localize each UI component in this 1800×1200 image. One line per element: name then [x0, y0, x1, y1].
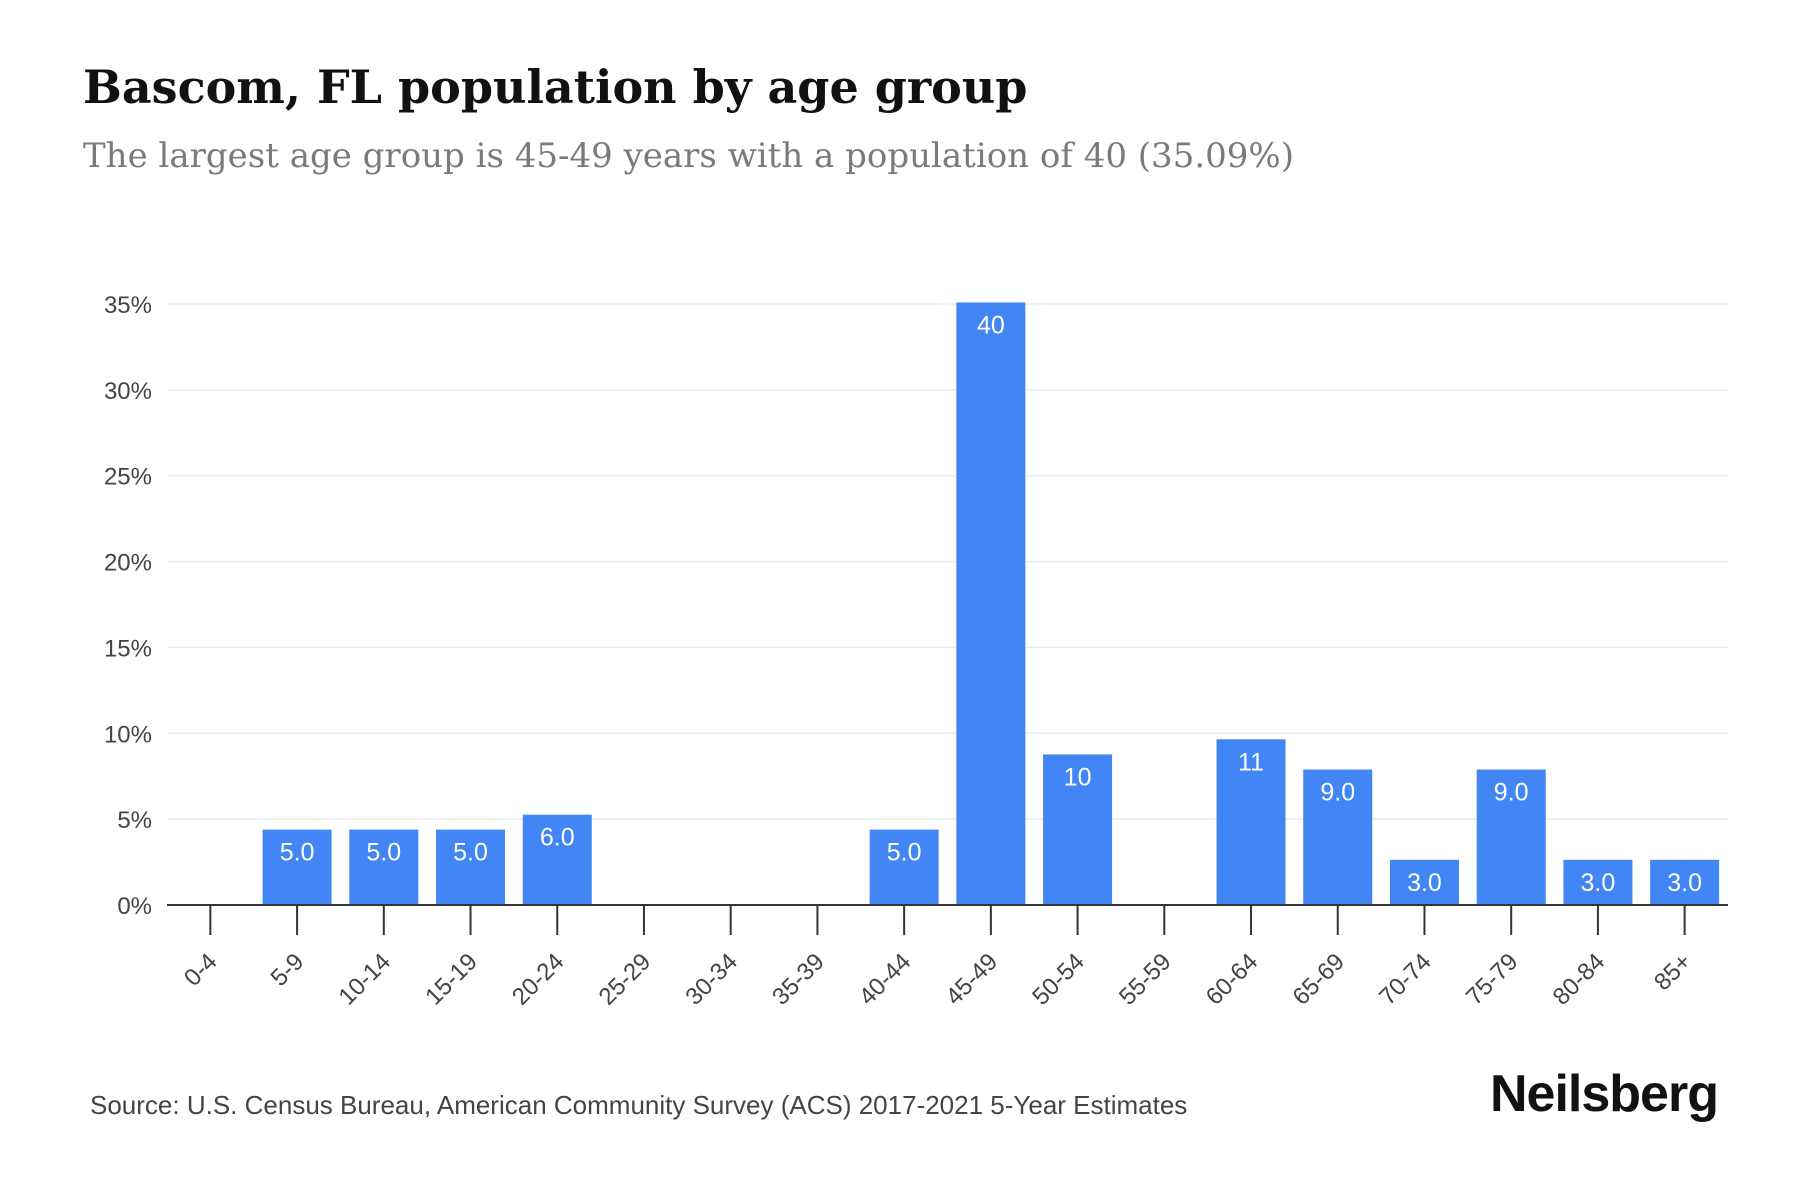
bar-65-69 — [1303, 769, 1373, 905]
y-tick-label: 5% — [117, 807, 152, 834]
y-tick-label: 35% — [104, 292, 152, 319]
source-note: Source: U.S. Census Bureau, American Com… — [90, 1090, 1188, 1120]
x-tick-label: 5-9 — [266, 948, 310, 992]
x-tick-label: 25-29 — [594, 948, 657, 1011]
x-tick-label: 50-54 — [1027, 948, 1090, 1011]
bar-value-label: 9.0 — [1494, 779, 1529, 807]
chart-title: Bascom, FL population by age group — [83, 60, 1028, 114]
bar-70-74 — [1389, 859, 1459, 905]
x-tick-label: 55-59 — [1114, 948, 1177, 1011]
bar-15-19 — [436, 829, 506, 905]
bar-60-64 — [1216, 739, 1286, 905]
bar-40-44 — [869, 829, 939, 905]
y-tick-label: 20% — [104, 550, 152, 577]
bar-value-label: 3.0 — [1581, 869, 1616, 897]
bar-value-label: 11 — [1238, 748, 1264, 776]
bar-value-label: 5.0 — [887, 839, 922, 867]
bar-85+ — [1650, 859, 1720, 905]
bar-value-label: 6.0 — [540, 824, 575, 852]
bar-value-label: 9.0 — [1320, 779, 1355, 807]
bar-value-label: 5.0 — [280, 839, 315, 867]
bar-75-79 — [1476, 769, 1546, 905]
x-tick-label: 60-64 — [1201, 948, 1264, 1011]
x-tick-label: 75-79 — [1461, 948, 1524, 1011]
x-tick-label: 0-4 — [179, 948, 223, 992]
brand-logo: Neilsberg — [1490, 1065, 1719, 1123]
bar-50-54 — [1043, 754, 1113, 905]
bar-10-14 — [349, 829, 419, 905]
x-tick-label: 85+ — [1649, 948, 1697, 996]
x-tick-label: 10-14 — [334, 948, 397, 1011]
x-tick-label: 40-44 — [854, 948, 917, 1011]
x-tick-label: 80-84 — [1548, 948, 1611, 1011]
bar-value-label: 3.0 — [1667, 869, 1702, 897]
x-tick-label: 30-34 — [680, 948, 743, 1011]
y-tick-label: 10% — [104, 721, 152, 748]
x-tick-label: 45-49 — [941, 948, 1004, 1011]
bar-value-label: 5.0 — [366, 839, 401, 867]
y-tick-label: 0% — [117, 893, 152, 920]
chart-subtitle: The largest age group is 45-49 years wit… — [83, 136, 1294, 176]
bar-20-24 — [522, 814, 592, 905]
bar-45-49 — [956, 302, 1026, 905]
bar-80-84 — [1563, 859, 1633, 905]
x-tick-label: 65-69 — [1287, 948, 1350, 1011]
y-tick-label: 15% — [104, 635, 152, 662]
y-tick-label: 25% — [104, 464, 152, 491]
x-tick-label: 15-19 — [420, 948, 483, 1011]
x-tick-label: 35-39 — [767, 948, 830, 1011]
bar-value-label: 10 — [1064, 763, 1092, 791]
x-tick-label: 70-74 — [1374, 948, 1437, 1011]
bar-value-label: 3.0 — [1407, 869, 1442, 897]
bar-value-label: 40 — [977, 311, 1005, 339]
x-tick-label: 20-24 — [507, 948, 570, 1011]
bar-value-label: 5.0 — [453, 839, 488, 867]
y-tick-label: 30% — [104, 378, 152, 405]
bar-chart: 0% 5% 10% 15% 20% 25% 30% 35% 0-4 5.0 5-9 5.0 10-14 5… — [104, 292, 1728, 1011]
bar-5-9 — [262, 829, 332, 905]
